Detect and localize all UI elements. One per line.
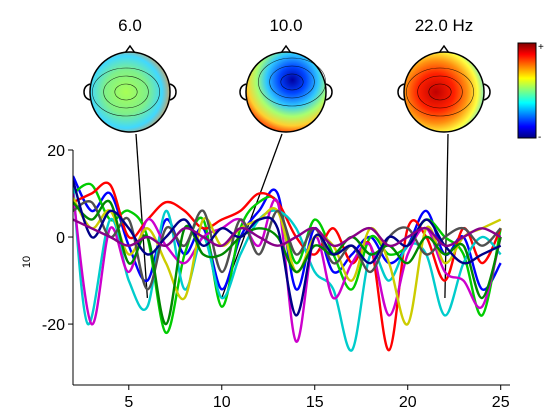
y-axis-label: 10: [21, 256, 33, 268]
contour-line: [103, 75, 149, 109]
head-ear-right: [169, 83, 177, 101]
series-line-7: [73, 200, 502, 291]
contour-line: [269, 65, 315, 99]
topomap-1: 6.0: [83, 16, 177, 133]
contour-line: [280, 73, 304, 91]
topomaps: 6.0 10.0 22.0 Hz: [83, 16, 491, 133]
topomap-label: 6.0: [118, 16, 142, 35]
head-ear-right: [325, 83, 333, 101]
contour-line: [114, 83, 138, 101]
topomap-label: 22.0 Hz: [415, 16, 474, 35]
x-tick-label: 25: [492, 394, 510, 411]
y-tick-label: -20: [42, 317, 65, 334]
series-line-9: [73, 180, 502, 317]
y-tick-label: 0: [56, 230, 65, 247]
head-map: [89, 51, 171, 133]
topomap-3: 22.0 Hz: [397, 16, 491, 133]
colorbar-min-label: -: [538, 132, 541, 143]
series: [73, 175, 502, 352]
topomap-2: 10.0: [239, 16, 333, 133]
contour-line: [417, 75, 463, 109]
axes: 5 10 15 20 25 20 0 -20 10: [21, 143, 510, 411]
x-tick-label: 15: [306, 394, 324, 411]
head-ear-left: [239, 83, 247, 101]
contour-line: [406, 67, 474, 117]
connector-line-1: [135, 133, 149, 299]
y-tick-label: 20: [47, 143, 65, 160]
head-map: [245, 51, 327, 133]
x-tick-label: 10: [213, 394, 231, 411]
head-nose: [280, 44, 292, 54]
head-ear-left: [397, 83, 405, 101]
x-tick-label: 20: [399, 394, 417, 411]
head-ear-left: [83, 83, 91, 101]
head-map: [403, 51, 485, 133]
x-tick-label: 5: [124, 394, 133, 411]
head-nose: [124, 44, 136, 54]
contour-line: [428, 83, 452, 101]
contour-line: [92, 67, 160, 117]
colorbar-max-label: +: [538, 42, 544, 53]
x-ticks: 5 10 15 20 25: [124, 385, 510, 411]
y-ticks: 20 0 -20: [42, 143, 73, 334]
colorbar: + -: [517, 42, 544, 143]
topomap-label: 10.0: [269, 16, 302, 35]
series-line-10: [73, 218, 502, 248]
contour-line: [258, 57, 326, 107]
head-ear-right: [483, 83, 491, 101]
head-nose: [438, 44, 450, 54]
